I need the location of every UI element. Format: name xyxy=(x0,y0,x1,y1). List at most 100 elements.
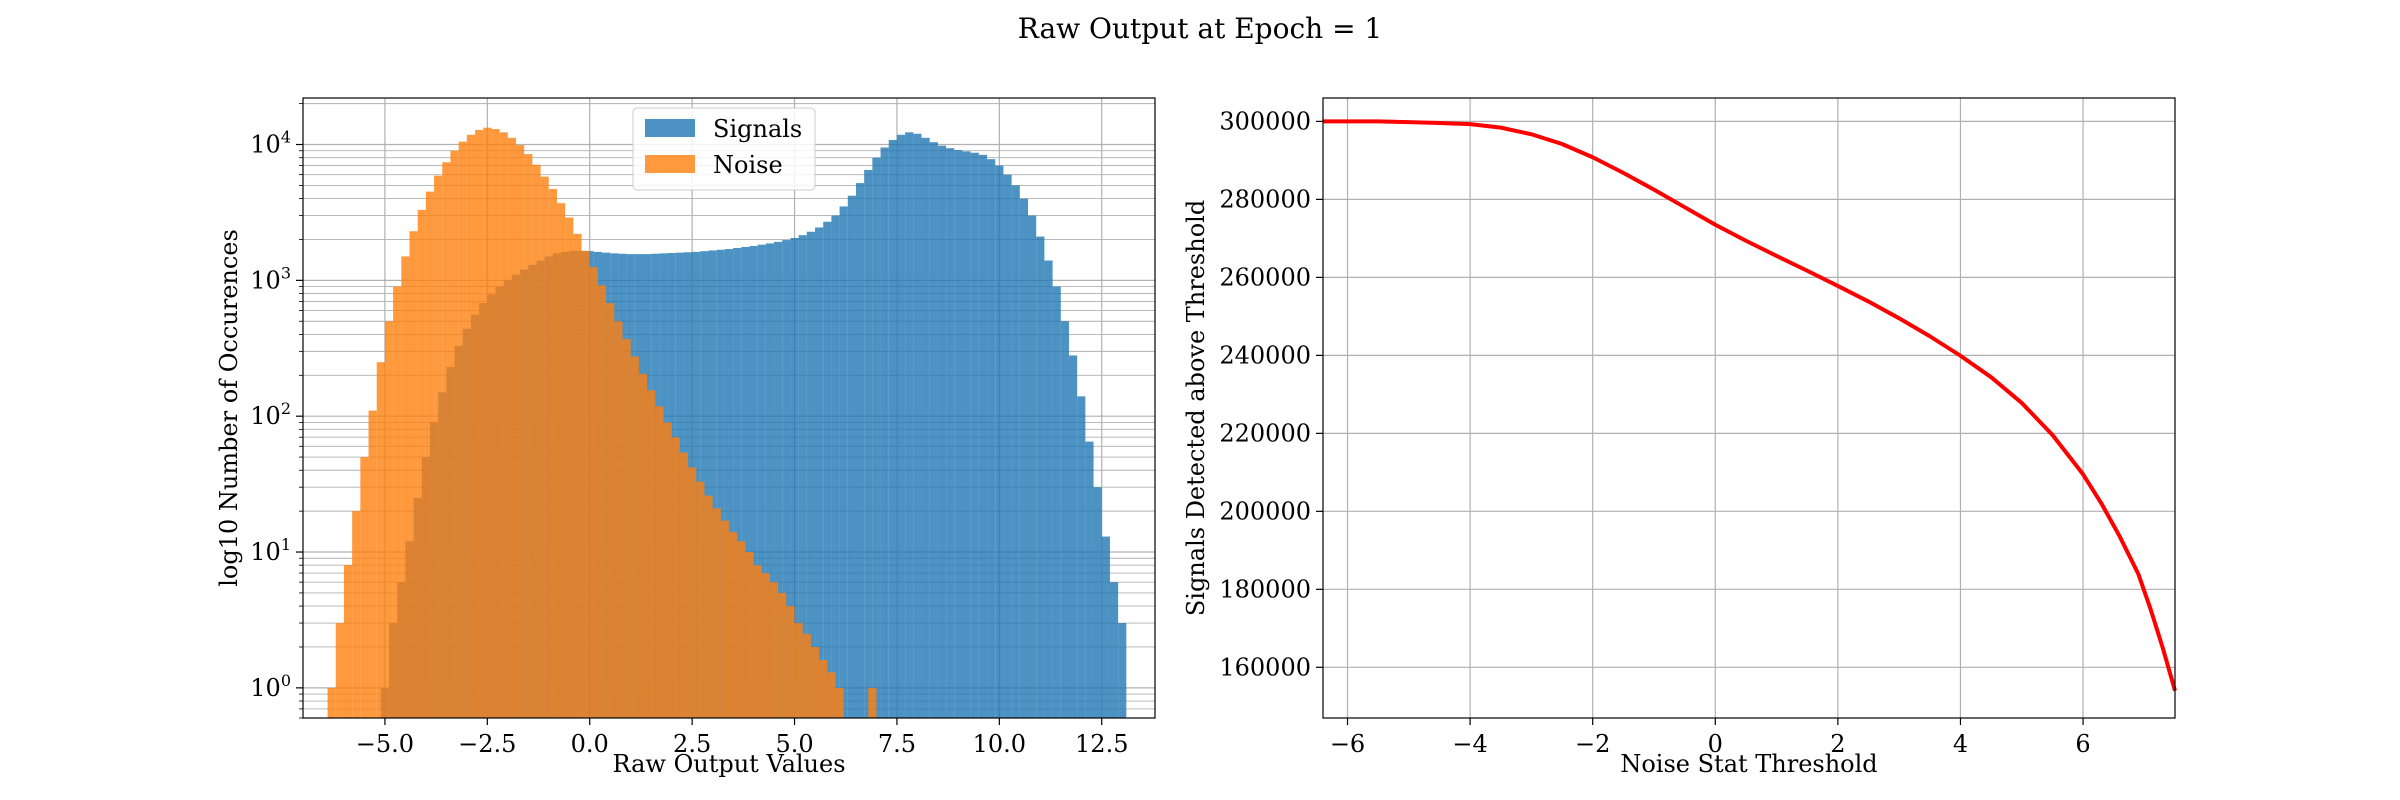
histogram-bar xyxy=(1019,198,1029,718)
y-tick-label: 160000 xyxy=(1219,653,1311,681)
x-tick-label: 2 xyxy=(1830,730,1845,758)
x-tick-label: 7.5 xyxy=(878,730,916,758)
histogram-bar xyxy=(360,457,369,718)
histogram-bar xyxy=(827,672,836,718)
histogram-bar xyxy=(839,206,848,718)
histogram-bar xyxy=(516,145,525,718)
legend-label-signals: Signals xyxy=(713,115,802,143)
histogram-bar xyxy=(937,145,947,718)
histogram-bar xyxy=(798,235,807,718)
x-tick-label: −4 xyxy=(1452,730,1487,758)
histogram-bar xyxy=(769,582,779,718)
x-tick-label: 4 xyxy=(1953,730,1968,758)
line-grid xyxy=(1323,98,2175,718)
histogram-bar xyxy=(802,633,811,718)
histogram-bar xyxy=(929,142,938,718)
histogram-bar xyxy=(765,243,775,718)
threshold-curve xyxy=(1323,119,2177,692)
line-x-axis-label: Noise Stat Threshold xyxy=(1620,750,1877,778)
histogram-bar xyxy=(1085,441,1094,718)
histogram-bar xyxy=(790,238,799,718)
histogram-bar xyxy=(532,164,541,718)
histogram-bar xyxy=(401,256,410,718)
histogram-bar xyxy=(688,467,697,718)
histogram-y-axis-label: log10 Number of Occurences xyxy=(215,229,243,587)
histogram-bar xyxy=(483,127,492,718)
histogram-bar xyxy=(819,660,828,718)
histogram-bar xyxy=(581,250,590,718)
x-tick-label: −6 xyxy=(1330,730,1365,758)
histogram-bar xyxy=(708,250,717,718)
histogram-bar xyxy=(737,541,746,718)
histogram-bar xyxy=(847,195,856,718)
figure-title: Raw Output at Epoch = 1 xyxy=(1018,12,1383,45)
histogram-bar xyxy=(786,606,795,718)
histogram-legend: Signals Noise xyxy=(632,107,816,191)
histogram-bar xyxy=(1060,321,1069,718)
histogram-bar xyxy=(491,129,500,718)
histogram-bar xyxy=(647,390,656,718)
y-tick-label: 240000 xyxy=(1219,341,1311,369)
histogram-bar xyxy=(1118,623,1127,718)
histogram-bar xyxy=(1109,582,1119,718)
line-panel: −6 −4 −2 0 2 4 6 160000 180000 200000 220000 24000… xyxy=(1182,97,2177,778)
histogram-bar xyxy=(868,687,877,718)
histogram-bar xyxy=(921,137,930,718)
histogram-bar xyxy=(597,285,607,718)
histogram-bar xyxy=(741,247,750,718)
legend-label-noise: Noise xyxy=(713,151,783,179)
histogram-bar xyxy=(606,303,615,718)
histogram-bar xyxy=(589,267,598,718)
histogram-bar xyxy=(1052,286,1061,718)
histogram-bar xyxy=(376,362,385,718)
histogram-bar xyxy=(995,165,1004,718)
histogram-bar xyxy=(393,286,402,718)
line-plot-area xyxy=(1323,98,2175,718)
histogram-bar xyxy=(1003,174,1012,719)
histogram-bar xyxy=(475,129,484,718)
histogram-bar xyxy=(905,132,914,718)
histogram-bar xyxy=(466,134,476,718)
histogram-bar xyxy=(864,169,873,718)
histogram-bar xyxy=(855,183,865,719)
histogram-bar xyxy=(622,339,631,718)
y-tick-label: 300000 xyxy=(1219,107,1311,135)
histogram-bar xyxy=(831,215,840,718)
histogram-bar xyxy=(565,217,574,718)
histogram-bar xyxy=(409,231,418,718)
histogram-bar xyxy=(1101,536,1110,718)
histogram-bar xyxy=(720,520,729,718)
histogram-bar xyxy=(896,134,906,718)
histogram-bar xyxy=(733,248,742,719)
histogram-bar xyxy=(442,162,451,718)
x-tick-label: 10.0 xyxy=(973,730,1026,758)
histogram-bars xyxy=(327,127,1127,719)
histogram-bar xyxy=(352,511,361,718)
x-tick-label: 6 xyxy=(2075,730,2090,758)
histogram-bar xyxy=(507,137,516,718)
histogram-bar xyxy=(729,532,738,718)
line-frame xyxy=(1322,97,2176,719)
histogram-bar xyxy=(434,175,443,719)
histogram-bar xyxy=(835,687,844,718)
histogram-bar xyxy=(540,176,549,718)
histogram-bar xyxy=(548,189,557,718)
histogram-bar xyxy=(913,133,922,718)
histogram-bar xyxy=(1044,260,1053,718)
histogram-bar xyxy=(888,139,897,718)
y-tick-label: 260000 xyxy=(1219,263,1311,291)
histogram-bar xyxy=(774,241,783,718)
histogram-bar xyxy=(630,356,639,718)
histogram-bar xyxy=(1093,487,1102,718)
x-tick-label: −2 xyxy=(1575,730,1610,758)
histogram-bar xyxy=(556,203,566,719)
histogram-bar xyxy=(794,623,803,718)
histogram-bar xyxy=(753,565,762,718)
legend-swatch-signals xyxy=(645,119,695,137)
line-x-ticks: −6 −4 −2 0 2 4 6 xyxy=(1330,718,2091,758)
histogram-bar xyxy=(1036,236,1045,719)
histogram-bar xyxy=(384,321,394,718)
histogram-bar xyxy=(671,437,680,718)
histogram-bar xyxy=(417,209,426,718)
